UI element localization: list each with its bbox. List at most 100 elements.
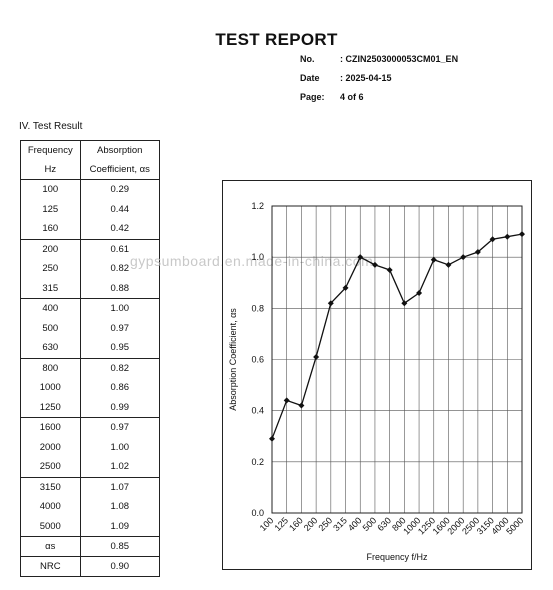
- y-tick-label: 0.6: [251, 355, 264, 365]
- frequency-cell: 400: [20, 298, 81, 319]
- data-point: [386, 266, 393, 273]
- table-row: 315 0.88: [20, 278, 161, 299]
- coefficient-cell: 0.86: [79, 378, 161, 398]
- header-coefficient: Coefficient, αs: [79, 160, 161, 180]
- absorption-chart: 0.00.20.40.60.81.01.21001251602002503154…: [222, 180, 532, 570]
- data-point: [474, 249, 481, 256]
- coefficient-cell: 1.02: [79, 457, 161, 477]
- plot-area-border: [271, 205, 523, 514]
- x-axis-label: Frequency f/Hz: [366, 552, 428, 562]
- table-row: 4000 1.08: [20, 497, 161, 517]
- y-tick-label: 1.2: [251, 201, 264, 211]
- x-tick-label: 125: [272, 515, 290, 533]
- frequency-cell: 2000: [20, 437, 81, 457]
- y-tick-label: 0.8: [251, 303, 264, 313]
- coefficient-cell: 1.00: [79, 437, 161, 457]
- frequency-cell: 500: [20, 318, 81, 338]
- coefficient-cell: 0.95: [79, 338, 161, 358]
- coefficient-cell: 0.97: [79, 417, 161, 438]
- coefficient-cell: 0.99: [79, 397, 161, 418]
- report-title: TEST REPORT: [215, 30, 338, 49]
- table-row: 5000 1.09: [20, 516, 161, 537]
- summary-value: 0.90: [79, 556, 161, 577]
- data-point: [504, 233, 511, 240]
- report-number-value: : CZIN2503000053CM01_EN: [340, 54, 459, 64]
- frequency-cell: 1000: [20, 378, 81, 398]
- data-point: [401, 300, 408, 307]
- report-number-label: No.: [300, 54, 315, 64]
- summary-row: NRC 0.90: [20, 556, 161, 577]
- header-frequency: Frequency: [20, 140, 81, 160]
- frequency-cell: 200: [20, 238, 81, 259]
- coefficient-cell: 1.07: [79, 476, 161, 497]
- report-number: No. : CZIN2503000053CM01_EN: [300, 54, 458, 64]
- x-tick-label: 160: [287, 515, 305, 533]
- data-point: [416, 289, 423, 296]
- x-tick-label: 630: [375, 515, 393, 533]
- data-point: [342, 284, 349, 291]
- report-page-value: 4 of 6: [340, 92, 364, 102]
- coefficient-cell: 0.88: [79, 278, 161, 299]
- data-point: [283, 397, 290, 404]
- frequency-cell: 4000: [20, 497, 81, 517]
- report-date-label: Date: [300, 73, 320, 83]
- frequency-cell: 250: [20, 259, 81, 279]
- report-page-label: Page:: [300, 92, 325, 102]
- frequency-cell: 125: [20, 199, 81, 219]
- coefficient-cell: 0.42: [79, 219, 161, 239]
- summary-value: 0.85: [79, 536, 161, 557]
- x-tick-label: 500: [361, 515, 379, 533]
- frequency-cell: 630: [20, 338, 81, 358]
- data-point: [430, 256, 437, 263]
- coefficient-cell: 1.08: [79, 497, 161, 517]
- report-date: Date : 2025-04-15: [300, 73, 392, 83]
- table-row: 630 0.95: [20, 338, 161, 358]
- data-point: [445, 261, 452, 268]
- table-row: 125 0.44: [20, 199, 161, 219]
- frequency-cell: 5000: [20, 516, 81, 537]
- data-point: [298, 402, 305, 409]
- data-point: [327, 300, 334, 307]
- frequency-cell: 1600: [20, 417, 81, 438]
- table-row: 1000 0.86: [20, 378, 161, 398]
- coefficient-cell: 0.97: [79, 318, 161, 338]
- frequency-cell: 315: [20, 278, 81, 299]
- table-header-row-2: Hz Coefficient, αs: [20, 160, 161, 180]
- y-tick-label: 0.4: [251, 406, 264, 416]
- table-row: 160 0.42: [20, 219, 161, 239]
- table-row: 200 0.61: [20, 238, 161, 259]
- coefficient-cell: 0.44: [79, 199, 161, 219]
- x-tick-label: 200: [302, 515, 320, 533]
- result-table: Frequency Absorption Hz Coefficient, αs …: [20, 140, 161, 577]
- section-title: IV. Test Result: [19, 121, 83, 132]
- y-tick-label: 0.2: [251, 457, 264, 467]
- table-row: 1250 0.99: [20, 397, 161, 418]
- header-absorption: Absorption: [79, 140, 161, 160]
- coefficient-cell: 1.09: [79, 516, 161, 537]
- summary-label: NRC: [20, 556, 81, 577]
- header-hz: Hz: [20, 160, 81, 180]
- series-line: [271, 233, 523, 440]
- x-tick-label: 5000: [504, 515, 525, 536]
- report-date-value: : 2025-04-15: [340, 73, 392, 83]
- data-point: [489, 236, 496, 243]
- table-row: 500 0.97: [20, 318, 161, 338]
- table-row: 100 0.29: [20, 179, 161, 200]
- data-point: [269, 435, 275, 442]
- data-point: [357, 254, 364, 261]
- y-tick-label: 0.0: [251, 508, 264, 518]
- frequency-cell: 100: [20, 179, 81, 200]
- table-row: 2000 1.00: [20, 437, 161, 457]
- y-axis-label: Absorption Coefficient, αs: [228, 308, 238, 411]
- coefficient-cell: 0.61: [79, 238, 161, 259]
- x-tick-label: 250: [317, 515, 335, 533]
- data-point: [371, 261, 378, 268]
- coefficient-cell: 0.82: [79, 259, 161, 279]
- table-row: 800 0.82: [20, 357, 161, 378]
- table-row: 2500 1.02: [20, 457, 161, 477]
- data-point: [313, 353, 320, 360]
- x-tick-label: 400: [346, 515, 364, 533]
- report-page: Page: 4 of 6: [300, 92, 364, 102]
- data-point: [460, 254, 467, 261]
- frequency-cell: 1250: [20, 397, 81, 418]
